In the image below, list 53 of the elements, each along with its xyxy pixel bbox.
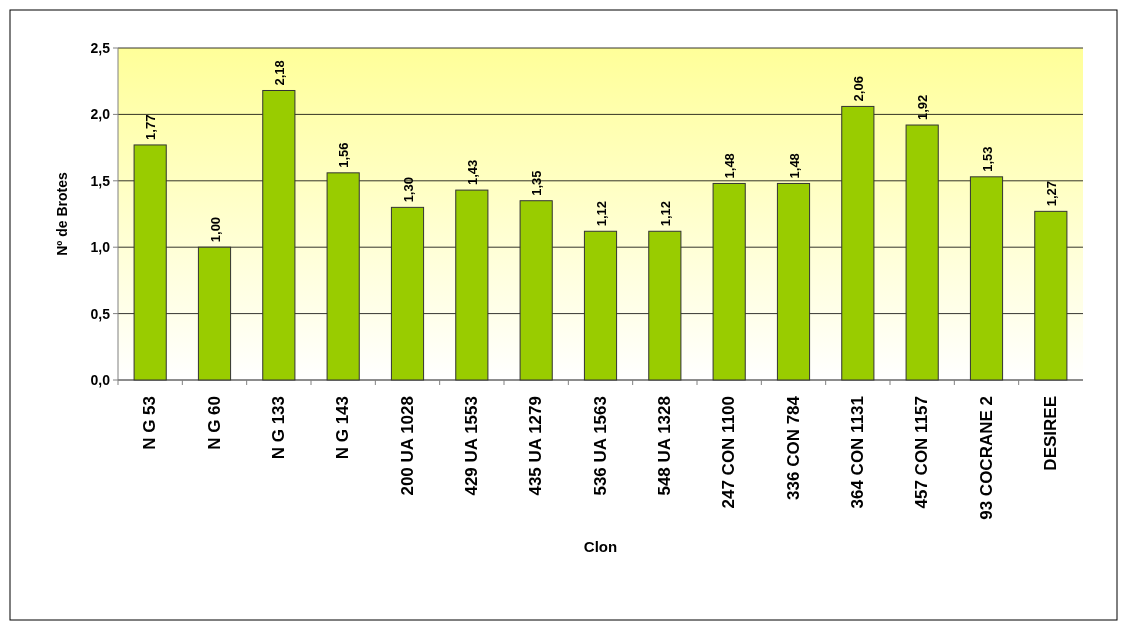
x-tick-label: N G 60 (204, 396, 224, 450)
y-tick-label: 1,5 (90, 172, 111, 189)
bar (1034, 210, 1068, 381)
bar (841, 105, 875, 381)
data-label: 1,30 (400, 177, 416, 203)
y-axis-title: Nº de Brotes (54, 171, 70, 256)
x-tick-label: 200 UA 1028 (397, 396, 417, 496)
x-tick-label: 429 UA 1553 (461, 396, 481, 496)
bar (905, 124, 939, 381)
data-label: 1,53 (979, 146, 995, 172)
data-label: 1,48 (722, 153, 738, 179)
x-tick-label: 93 COCRANE 2 (976, 396, 996, 520)
bar (197, 246, 232, 381)
data-label: 1,43 (464, 159, 480, 186)
x-tick-label: N G 133 (268, 396, 288, 460)
bar (390, 206, 425, 381)
bar (519, 200, 553, 381)
bar (776, 182, 811, 381)
y-tick-label: 2,5 (90, 39, 111, 56)
bar (712, 182, 746, 381)
x-tick-label: N G 143 (333, 396, 353, 460)
x-axis-title: Clon (583, 538, 618, 555)
x-tick-label: 364 CON 1131 (847, 396, 867, 509)
bar (133, 144, 167, 381)
y-tick-label: 0,5 (90, 305, 111, 322)
data-label: 1,27 (1043, 181, 1059, 207)
x-tick-label: DESIREE (1040, 396, 1060, 471)
data-label: 1,12 (657, 200, 673, 227)
x-tick-label: 247 CON 1100 (719, 396, 739, 509)
bar (326, 172, 360, 381)
data-label: 1,77 (143, 114, 159, 140)
x-tick-label: 457 CON 1157 (912, 396, 932, 509)
data-label: 1,56 (336, 142, 352, 168)
y-tick-label: 0,0 (90, 371, 111, 388)
y-tick-label: 2,0 (90, 106, 111, 123)
y-tick-label: 1,0 (90, 239, 111, 256)
x-tick-label: N G 53 (140, 396, 160, 450)
data-label: 1,35 (529, 170, 545, 196)
bar (648, 230, 682, 381)
x-tick-label: 548 UA 1328 (654, 396, 674, 496)
data-label: 1,92 (915, 94, 931, 121)
bar (455, 189, 489, 381)
data-label: 1,12 (593, 200, 609, 227)
bar (969, 176, 1004, 381)
data-label: 2,18 (271, 60, 287, 86)
data-label: 2,06 (850, 76, 866, 102)
x-tick-label: 536 UA 1563 (590, 396, 610, 496)
x-tick-label: 336 CON 784 (783, 395, 803, 500)
bar (262, 90, 296, 381)
x-tick-label: 435 UA 1279 (526, 396, 546, 496)
bar (583, 230, 618, 381)
data-label: 1,48 (786, 153, 802, 179)
data-label: 1,00 (207, 216, 223, 243)
